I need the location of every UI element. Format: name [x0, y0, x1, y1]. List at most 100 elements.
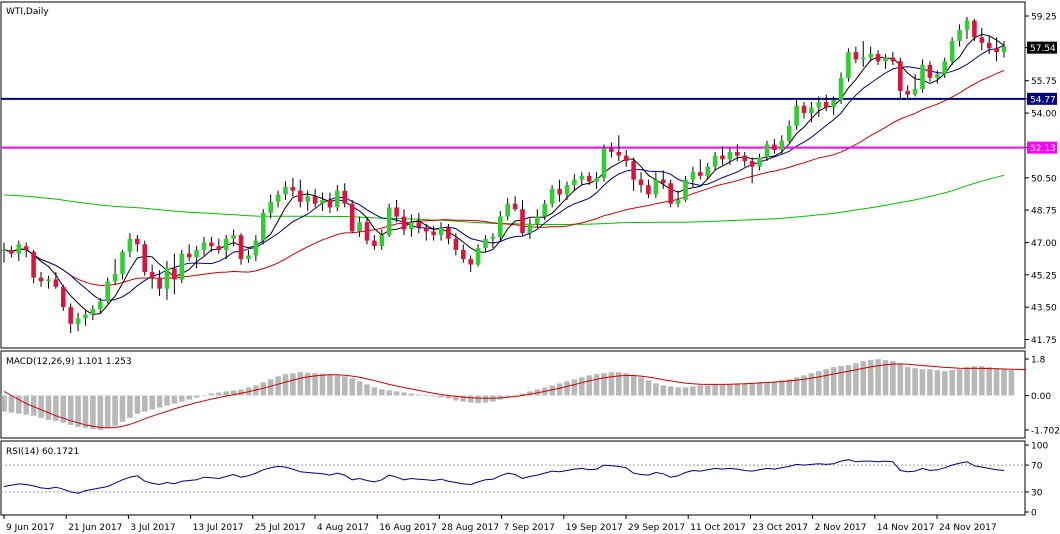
price-tags: 57.54 54.77 52.13 — [1027, 41, 1057, 154]
macd-bar — [579, 377, 585, 396]
date-label: 23 Oct 2017 — [752, 523, 808, 533]
candle-body — [690, 172, 696, 180]
candle-body — [846, 52, 851, 78]
candle-body — [668, 183, 673, 204]
macd-bar — [786, 379, 792, 396]
candle-body — [68, 307, 73, 324]
macd-bar — [119, 395, 126, 422]
candle-body — [964, 20, 970, 30]
candle-body — [172, 268, 177, 280]
candle-body — [564, 185, 570, 195]
macd-panel: 1.8 0.00 -1.702 — [1, 356, 1060, 436]
candle-body — [786, 126, 792, 141]
price-tick-label: 50.50 — [1031, 174, 1057, 184]
macd-bar — [823, 369, 829, 396]
candle-body — [912, 89, 918, 95]
candle-body — [927, 65, 933, 78]
macd-bar — [312, 373, 318, 396]
macd-bar — [867, 360, 874, 396]
macd-bar — [742, 383, 748, 396]
candle-body — [972, 20, 977, 38]
candle-body — [409, 222, 414, 230]
ma-line — [3, 33, 1005, 316]
candle-body — [920, 65, 925, 89]
candle-body — [461, 249, 466, 260]
candle-body — [661, 179, 666, 184]
candle-body — [890, 57, 896, 62]
macd-bar — [416, 394, 422, 396]
candle-body — [349, 203, 355, 232]
candles — [1, 16, 1007, 334]
price-panel-frame — [0, 1, 1026, 349]
macd-bar — [453, 395, 459, 401]
macd-bar — [830, 367, 837, 396]
macd-bar — [919, 369, 926, 396]
candle-body — [312, 196, 318, 204]
candle-body — [453, 238, 459, 250]
candle-body — [527, 224, 533, 234]
candle-body — [505, 203, 510, 217]
candle-body — [875, 53, 881, 62]
rsi-tick-label: 70 — [1031, 462, 1043, 472]
macd-bar — [16, 395, 22, 414]
price-tick-label: 41.75 — [1031, 336, 1057, 346]
macd-bar — [475, 395, 481, 404]
macd-bar — [660, 385, 667, 396]
candle-body — [586, 175, 592, 182]
candle-body — [520, 209, 525, 234]
macd-bar — [482, 395, 489, 403]
macd-bar — [319, 373, 326, 396]
macd-bar — [97, 395, 104, 430]
candle-body — [794, 105, 799, 126]
candle-body — [446, 227, 451, 239]
candle-body — [935, 74, 940, 78]
macd-bar — [519, 393, 526, 396]
macd-signal-line — [3, 363, 1027, 429]
macd-bar — [801, 375, 807, 396]
macd-bar — [623, 373, 629, 396]
macd-bar — [30, 395, 37, 416]
rsi-tick-label: 100 — [1031, 442, 1048, 452]
candle-body — [838, 77, 844, 101]
candle-body — [490, 236, 496, 239]
macd-bar — [512, 395, 518, 396]
candle-body — [898, 61, 903, 91]
candle-body — [364, 222, 370, 241]
price-tick-label: 43.50 — [1031, 304, 1057, 314]
price-tick-label: 47.00 — [1031, 239, 1057, 249]
candle-body — [120, 251, 125, 274]
macd-bar — [616, 372, 622, 396]
macd-bar — [571, 379, 578, 396]
macd-bar — [467, 395, 474, 403]
date-label: 14 Nov 2017 — [877, 523, 935, 533]
candle-body — [1, 249, 7, 251]
candle-body — [557, 188, 562, 195]
candle-body — [683, 179, 688, 200]
candle-body — [631, 161, 636, 180]
macd-bar — [149, 395, 155, 410]
macd-bar — [290, 373, 296, 396]
candle-body — [594, 177, 599, 182]
candle-body — [572, 179, 577, 186]
candle-body — [727, 151, 733, 160]
macd-bar — [134, 395, 141, 414]
candle-body — [105, 281, 110, 302]
candle-body — [823, 102, 829, 108]
candle-body — [542, 203, 547, 217]
macd-bar — [549, 385, 555, 396]
candle-body — [994, 48, 999, 53]
macd-bar — [45, 395, 52, 420]
candle-body — [1001, 46, 1007, 52]
macd-bar — [460, 395, 467, 402]
macd-bar — [342, 376, 348, 396]
date-label: 21 Jun 2017 — [68, 523, 122, 533]
macd-bar — [653, 383, 659, 396]
date-label: 16 Aug 2017 — [379, 523, 437, 533]
macd-tick-label: -1.702 — [1031, 426, 1060, 436]
horizontal-levels — [1, 97, 1025, 149]
macd-bar — [764, 382, 770, 396]
candle-body — [98, 301, 103, 309]
macd-bar — [556, 383, 563, 396]
candle-body — [949, 41, 955, 62]
level-tag — [1027, 141, 1057, 154]
